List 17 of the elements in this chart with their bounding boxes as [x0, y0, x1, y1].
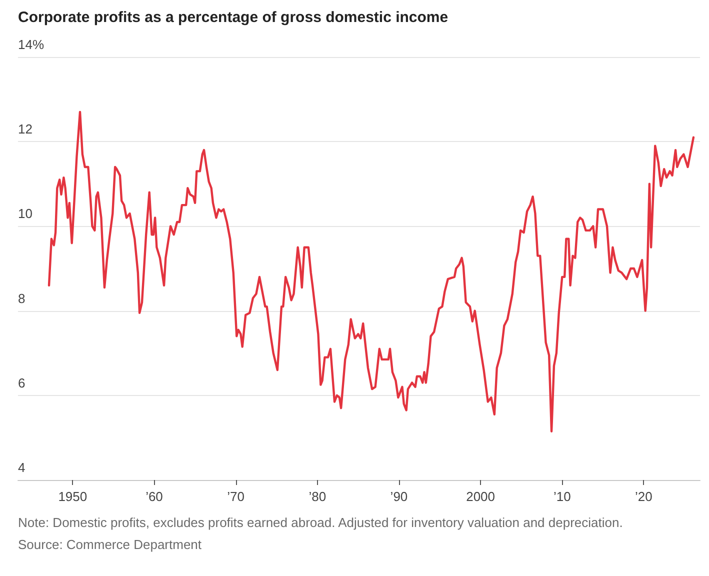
- x-tick-label: ’60: [146, 489, 163, 504]
- y-tick-label: 14%: [18, 37, 44, 52]
- x-tick-label: 1950: [58, 489, 88, 504]
- x-tick-label: 2000: [466, 489, 496, 504]
- text: Note: Domestic profits, excludes profits earned abroad. Adjusted for inventory valuation and depreciation.: [18, 515, 623, 530]
- x-tick-label: ’10: [553, 489, 571, 504]
- y-tick-label: 6: [18, 375, 26, 390]
- x-tick-label: ’70: [227, 489, 244, 504]
- chart-title: Corporate profits as a percentage of gross domestic income: [18, 9, 448, 26]
- x-tick-label: ’90: [390, 489, 408, 504]
- y-tick-label: 8: [18, 290, 26, 306]
- y-tick-label: 4: [18, 460, 26, 475]
- y-tick-label: 12: [18, 122, 32, 137]
- x-tick-label: ’20: [635, 489, 652, 504]
- x-tick-label: ’80: [308, 489, 326, 504]
- source-note: Source: Commerce Department: [18, 537, 202, 552]
- y-tick-label: 10: [18, 206, 32, 222]
